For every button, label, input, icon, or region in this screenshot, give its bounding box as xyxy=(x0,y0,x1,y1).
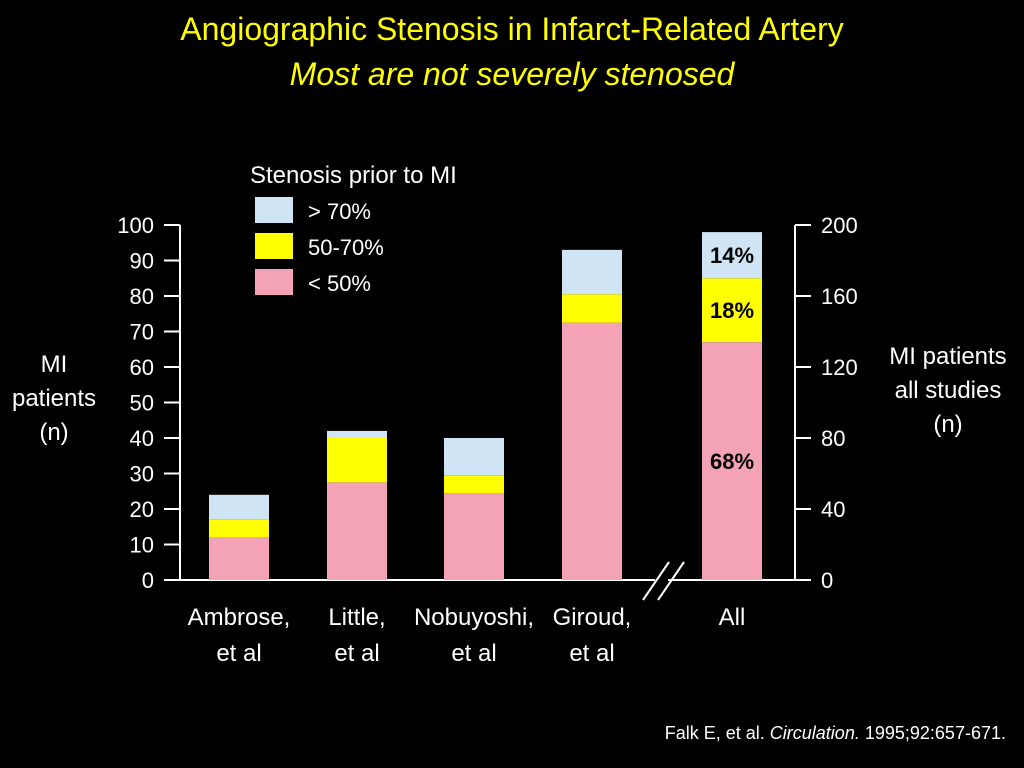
legend-swatch xyxy=(255,233,293,259)
legend-label: > 70% xyxy=(308,199,371,224)
bar-segment xyxy=(444,475,504,494)
category-label: Giroud, xyxy=(553,604,632,631)
axis-break-mark xyxy=(642,561,670,601)
right-tick-label: 160 xyxy=(821,284,858,309)
bar-segment xyxy=(444,438,504,476)
left-tick-label: 80 xyxy=(130,284,154,309)
category-label: Nobuyoshi, xyxy=(414,604,534,631)
left-tick-label: 60 xyxy=(130,355,154,380)
left-tick-label: 20 xyxy=(130,497,154,522)
citation-journal: Circulation. xyxy=(769,723,860,743)
bar-segment xyxy=(702,232,762,279)
left-tick-label: 100 xyxy=(117,213,154,238)
bar-segment xyxy=(327,430,387,438)
left-tick-label: 30 xyxy=(130,462,154,487)
category-label: et al xyxy=(216,640,261,667)
left-axis-title: patients xyxy=(12,385,96,412)
left-tick-label: 50 xyxy=(130,391,154,416)
category-label: et al xyxy=(569,640,614,667)
citation: Falk E, et al. Circulation. 1995;92:657-… xyxy=(665,723,1006,744)
right-tick-label: 200 xyxy=(821,213,858,238)
right-axis-title: (n) xyxy=(933,411,962,438)
bar-segment xyxy=(702,278,762,343)
left-axis-title: MI xyxy=(41,351,68,378)
bar-segment xyxy=(209,519,269,538)
legend-label: < 50% xyxy=(308,271,371,296)
bar-segment xyxy=(562,249,622,295)
stacked-bar-chart: 0 10 20 30 40 50 60 70 80 90 100 0 40 80 120 160 200 MI pa… xyxy=(12,162,1007,667)
right-tick-label: 0 xyxy=(821,568,833,593)
bar-segment xyxy=(327,482,387,580)
bar-segment xyxy=(444,493,504,580)
right-axis-title: MI patients xyxy=(889,343,1006,370)
bar-segment xyxy=(327,438,387,483)
citation-ref: 1995;92:657-671. xyxy=(864,723,1006,743)
left-tick-label: 0 xyxy=(142,568,154,593)
axis-break-mark xyxy=(657,561,685,601)
bar-segment xyxy=(562,294,622,323)
left-axis-title: (n) xyxy=(39,419,68,446)
bar-data-label: 14% xyxy=(710,243,754,268)
category-label: All xyxy=(719,604,746,631)
bar-data-label: 18% xyxy=(710,298,754,323)
bar-segment xyxy=(209,537,269,580)
right-tick-label: 40 xyxy=(821,497,845,522)
right-tick-label: 120 xyxy=(821,355,858,380)
bar-segment xyxy=(702,342,762,580)
right-axis-title: all studies xyxy=(895,377,1002,404)
legend-label: 50-70% xyxy=(308,235,384,260)
category-label: Little, xyxy=(328,604,385,631)
bar-data-label: 68% xyxy=(710,449,754,474)
category-label: et al xyxy=(451,640,496,667)
legend-swatch xyxy=(255,269,293,295)
slide-title: Angiographic Stenosis in Infarct-Related… xyxy=(180,11,844,47)
bar-segment xyxy=(562,322,622,580)
legend-title: Stenosis prior to MI xyxy=(250,162,457,189)
bar-segment xyxy=(209,494,269,520)
legend-swatch xyxy=(255,197,293,223)
left-tick-label: 40 xyxy=(130,426,154,451)
right-tick-label: 80 xyxy=(821,426,845,451)
category-label: Ambrose, xyxy=(188,604,291,631)
left-tick-label: 10 xyxy=(130,533,154,558)
citation-authors: Falk E, et al. xyxy=(664,723,765,743)
slide-subtitle: Most are not severely stenosed xyxy=(289,56,735,92)
left-tick-label: 90 xyxy=(130,249,154,274)
category-label: et al xyxy=(334,640,379,667)
left-tick-label: 70 xyxy=(130,320,154,345)
